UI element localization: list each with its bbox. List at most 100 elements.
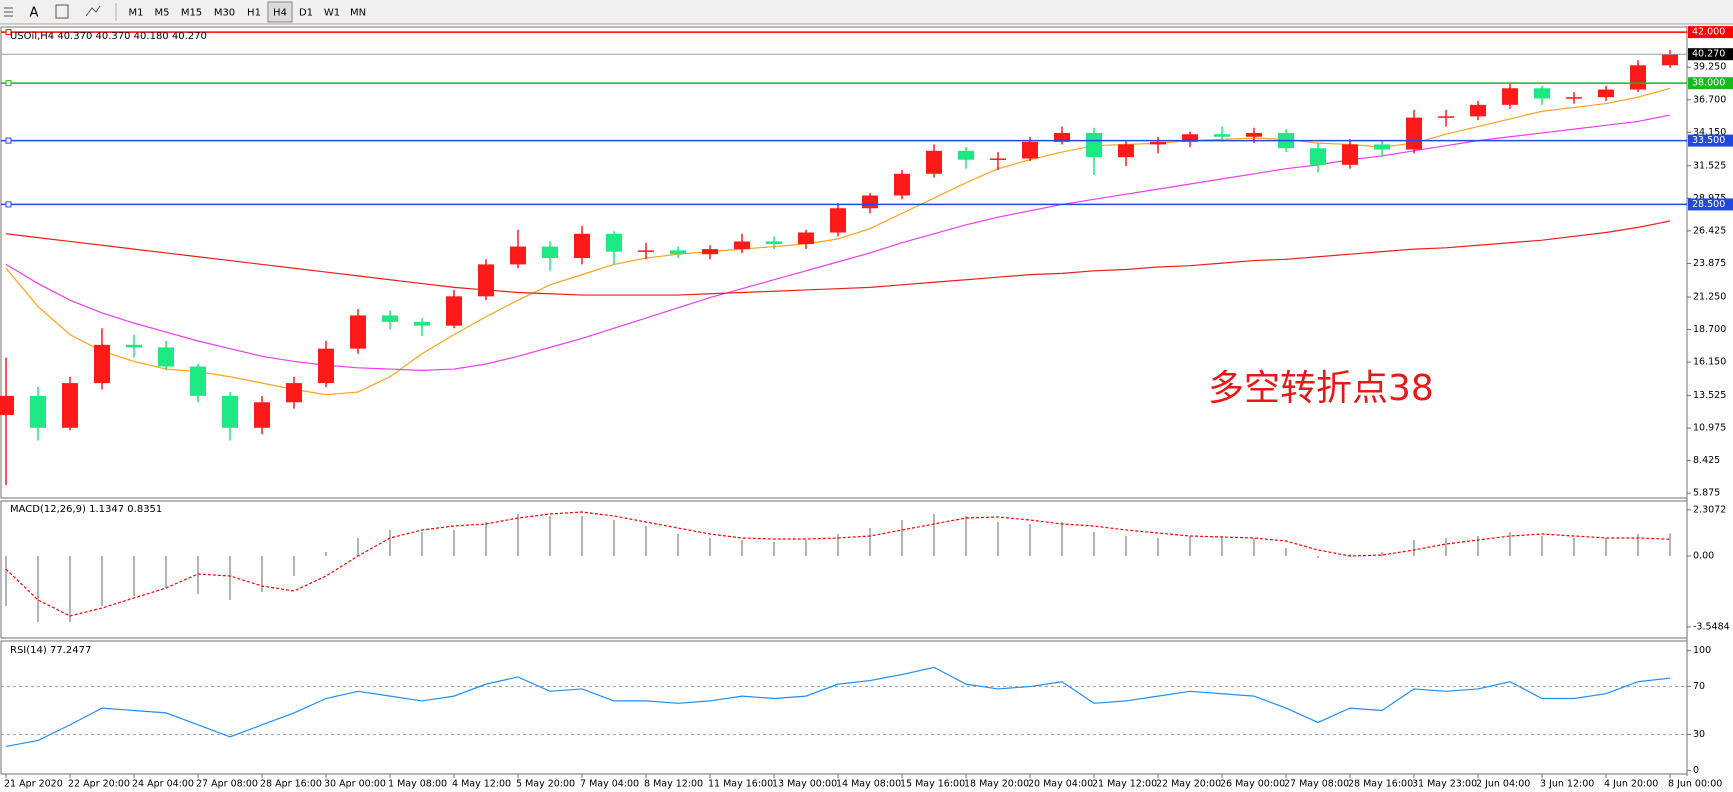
- x-tick-label: 4 May 12:00: [452, 779, 511, 790]
- candle-body: [1662, 54, 1678, 66]
- objects-tool[interactable]: [85, 5, 101, 17]
- macd-bar: [997, 522, 999, 556]
- x-tick-label: 27 Apr 08:00: [196, 779, 258, 790]
- level-label: 42.000: [1692, 27, 1725, 38]
- candle-body: [1182, 134, 1198, 142]
- candle-body: [94, 344, 110, 384]
- candle-body: [1214, 134, 1230, 137]
- level-tag: [1688, 198, 1733, 211]
- candle-body: [0, 395, 14, 416]
- candle-body: [1406, 117, 1422, 150]
- macd-bar: [1605, 538, 1607, 556]
- macd-bar: [133, 556, 135, 596]
- level-tag: [1688, 77, 1733, 90]
- macd-bar: [741, 540, 743, 556]
- y-tick-label: 30: [1693, 729, 1705, 740]
- candle-body: [1502, 88, 1518, 105]
- candle-body: [862, 195, 878, 209]
- macd-bar: [293, 556, 295, 576]
- macd-bar: [805, 540, 807, 556]
- macd-bar: [421, 532, 423, 556]
- macd-bar: [1349, 554, 1351, 556]
- y-tick-label: 10.975: [1693, 423, 1726, 434]
- candle-body: [798, 232, 814, 244]
- candle-body: [222, 395, 238, 428]
- candle-body: [1150, 141, 1166, 145]
- candle-body: [926, 150, 942, 174]
- y-tick-label: 39.250: [1693, 62, 1726, 73]
- x-tick-label: 27 May 08:00: [1284, 779, 1349, 790]
- candle-body: [638, 250, 654, 252]
- label-tool[interactable]: [55, 4, 69, 19]
- candle-body: [830, 208, 846, 233]
- timeframe-label[interactable]: M1: [129, 8, 144, 19]
- x-tick-label: 21 Apr 2020: [4, 779, 63, 790]
- candle-body: [734, 241, 750, 250]
- candle-body: [1086, 132, 1102, 158]
- candle-body: [766, 241, 782, 244]
- macd-bar: [453, 530, 455, 556]
- candle-body: [254, 402, 270, 428]
- candle-body: [126, 344, 142, 348]
- candle-body: [318, 348, 334, 384]
- x-tick-label: 26 May 00:00: [1220, 779, 1285, 790]
- macd-bar: [613, 520, 615, 556]
- timeframe-label[interactable]: D1: [299, 8, 313, 19]
- macd-bar: [101, 556, 103, 606]
- candle-body: [606, 233, 622, 252]
- macd-bar: [549, 516, 551, 556]
- macd-title: MACD(12,26,9) 1.1347 0.8351: [10, 504, 162, 515]
- x-tick-label: 22 May 20:00: [1156, 779, 1221, 790]
- candle-body: [1022, 141, 1038, 159]
- timeframe-label[interactable]: M5: [155, 8, 170, 19]
- macd-bar: [197, 556, 199, 594]
- y-tick-label: 21.250: [1693, 291, 1726, 302]
- candle-body: [702, 249, 718, 255]
- x-tick-label: 22 Apr 20:00: [68, 779, 130, 790]
- candle-body: [1630, 65, 1646, 90]
- macd-bar: [1125, 536, 1127, 556]
- macd-bar: [165, 556, 167, 588]
- moving-average: [5, 114, 1671, 371]
- candle-body: [158, 347, 174, 367]
- text-tool[interactable]: A: [30, 6, 39, 21]
- last-price-tag: [1688, 48, 1733, 61]
- x-tick-label: 14 May 08:00: [836, 779, 901, 790]
- menu-icon[interactable]: [4, 7, 13, 17]
- candle-body: [1598, 89, 1614, 98]
- macd-bar: [357, 538, 359, 556]
- y-tick-label: 0: [1693, 765, 1699, 776]
- candle-body: [670, 250, 686, 255]
- x-tick-label: 1 May 08:00: [388, 779, 447, 790]
- macd-bar: [1285, 548, 1287, 556]
- y-tick-label: 26.425: [1693, 225, 1726, 236]
- macd-bar: [837, 534, 839, 556]
- timeframe-label[interactable]: H4: [273, 8, 287, 19]
- level-handle: [5, 137, 12, 144]
- timeframe-label[interactable]: H1: [247, 8, 261, 19]
- macd-bar: [517, 514, 519, 556]
- candle-body: [1566, 97, 1582, 99]
- x-tick-label: 28 Apr 16:00: [260, 779, 322, 790]
- timeframe-label[interactable]: M15: [181, 8, 202, 19]
- macd-bar: [1093, 532, 1095, 556]
- macd-bar: [1317, 556, 1319, 558]
- timeframe-label[interactable]: W1: [324, 8, 340, 19]
- macd-bar: [1157, 538, 1159, 556]
- candle-body: [62, 383, 78, 428]
- macd-bar: [965, 516, 967, 556]
- macd-bar: [261, 556, 263, 592]
- candle-body: [1534, 88, 1550, 99]
- x-tick-label: 24 Apr 04:00: [132, 779, 194, 790]
- candle-body: [350, 315, 366, 349]
- candle-body: [990, 158, 1006, 160]
- timeframe-button[interactable]: [267, 1, 293, 23]
- timeframe-label[interactable]: MN: [350, 8, 366, 19]
- x-tick-label: 7 May 04:00: [580, 779, 639, 790]
- rsi-line: [5, 666, 1671, 748]
- last-price-label: 40.270: [1692, 49, 1725, 60]
- timeframe-label[interactable]: M30: [214, 8, 235, 19]
- candle-body: [478, 264, 494, 297]
- y-tick-label: -3.5484: [1693, 621, 1730, 632]
